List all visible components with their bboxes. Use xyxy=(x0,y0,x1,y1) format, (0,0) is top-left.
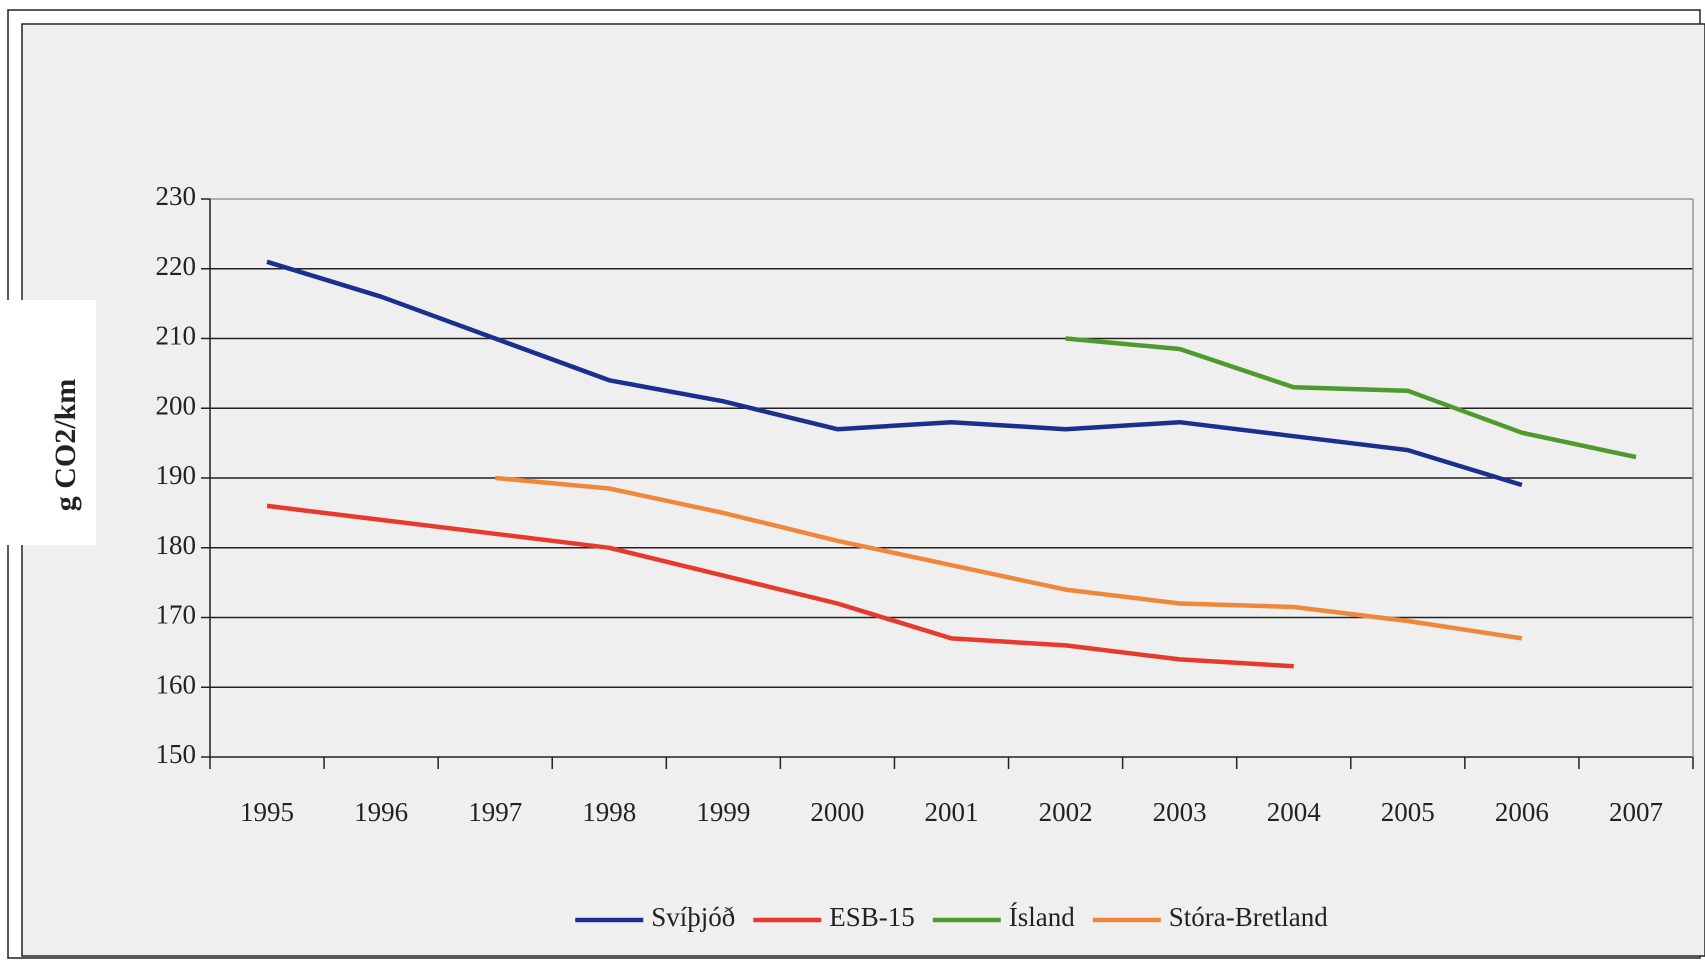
x-tick-label: 2000 xyxy=(810,797,864,827)
x-tick-label: 1998 xyxy=(582,797,636,827)
y-tick-label: 200 xyxy=(156,390,197,420)
series-line xyxy=(266,259,1523,488)
x-tick-label: 2005 xyxy=(1381,797,1435,827)
y-tick-label: 220 xyxy=(156,251,197,281)
y-tick-label: 230 xyxy=(156,181,197,211)
chart-area xyxy=(21,23,1705,957)
legend-label: Ísland xyxy=(1009,902,1075,932)
y-tick-label: 160 xyxy=(156,669,197,699)
y-tick-label: 190 xyxy=(156,460,197,490)
y-tick-label: 210 xyxy=(156,321,197,351)
y-axis-label: g CO2/km xyxy=(49,379,82,512)
x-tick-label: 2006 xyxy=(1495,797,1549,827)
y-label-box xyxy=(6,300,96,545)
legend-label: ESB-15 xyxy=(829,902,915,932)
series-line xyxy=(494,475,1523,641)
x-tick-label: 1996 xyxy=(354,797,408,827)
legend-label: Svíþjóð xyxy=(651,902,735,932)
x-tick-label: 2004 xyxy=(1267,797,1322,827)
series-line xyxy=(266,503,1294,669)
x-tick-label: 2001 xyxy=(925,797,979,827)
y-tick-label: 150 xyxy=(156,739,197,769)
y-tick-label: 170 xyxy=(156,600,197,630)
x-tick-label: 1997 xyxy=(468,797,522,827)
series-line xyxy=(1065,336,1637,460)
x-tick-label: 2003 xyxy=(1153,797,1207,827)
y-tick-label: 180 xyxy=(156,530,197,560)
x-tick-label: 1995 xyxy=(240,797,294,827)
x-tick-label: 2007 xyxy=(1609,797,1663,827)
x-tick-label: 2002 xyxy=(1039,797,1093,827)
x-tick-label: 1999 xyxy=(696,797,750,827)
legend-label: Stóra-Bretland xyxy=(1169,902,1328,932)
